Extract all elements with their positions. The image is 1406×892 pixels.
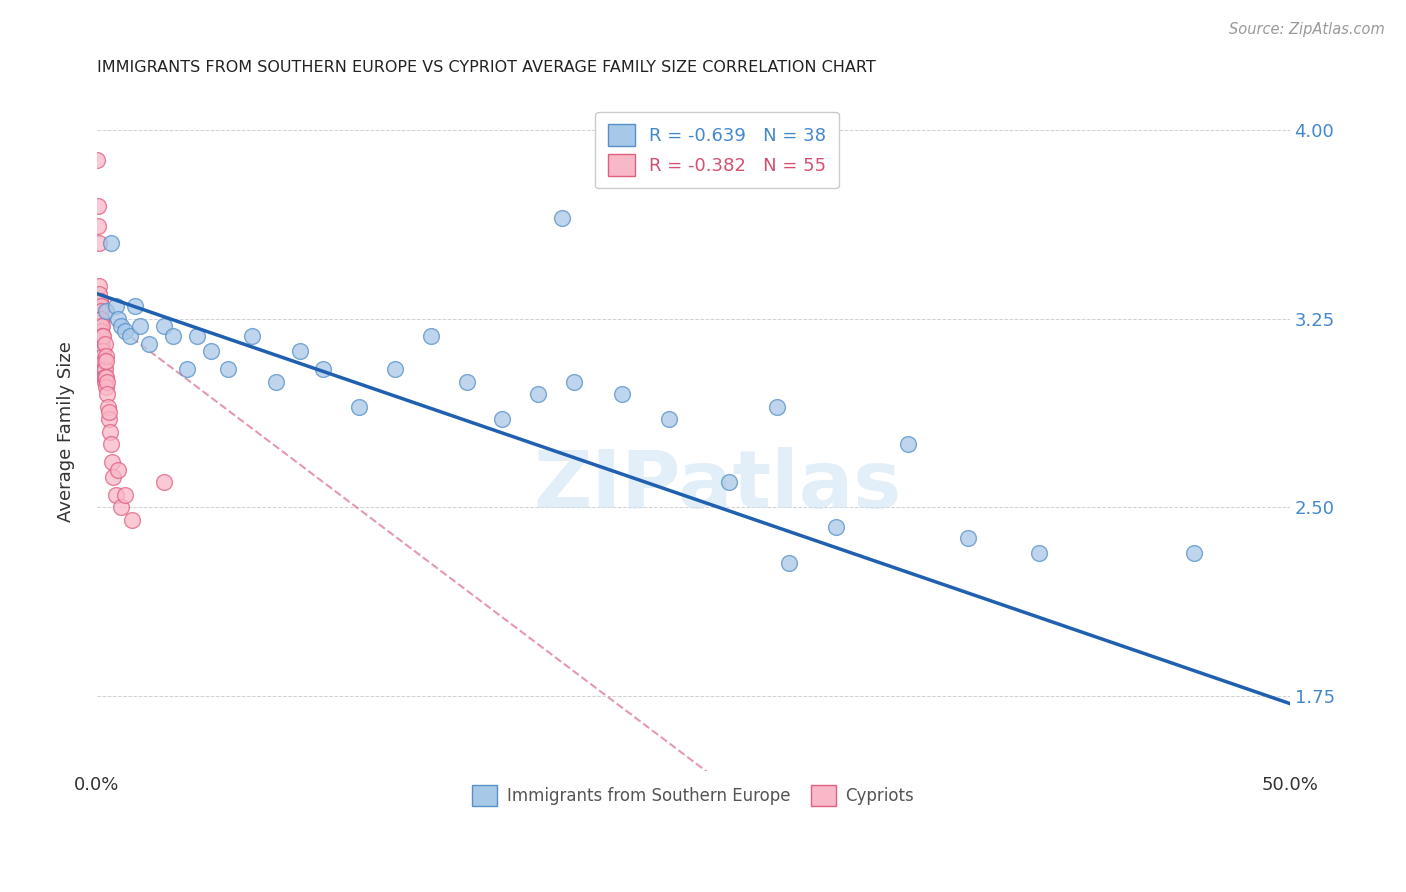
Point — [897, 437, 920, 451]
Point — [240, 329, 263, 343]
Point — [90, 304, 112, 318]
Point — [217, 362, 239, 376]
Point — [94, 369, 117, 384]
Point — [128, 319, 150, 334]
Point — [778, 556, 800, 570]
Point — [97, 412, 120, 426]
Point — [288, 344, 311, 359]
Point — [717, 475, 740, 490]
Point — [101, 455, 124, 469]
Point — [90, 329, 112, 343]
Point — [152, 319, 174, 334]
Point — [562, 375, 585, 389]
Point — [89, 311, 111, 326]
Text: Source: ZipAtlas.com: Source: ZipAtlas.com — [1229, 22, 1385, 37]
Point — [87, 304, 110, 318]
Point — [384, 362, 406, 376]
Point — [91, 329, 114, 343]
Legend: Immigrants from Southern Europe, Cypriots: Immigrants from Southern Europe, Cypriot… — [464, 777, 922, 814]
Point — [956, 531, 979, 545]
Point — [87, 286, 110, 301]
Point — [87, 198, 110, 212]
Point — [104, 488, 127, 502]
Point — [90, 319, 112, 334]
Point — [100, 437, 122, 451]
Point — [152, 475, 174, 490]
Point — [103, 470, 125, 484]
Point — [91, 350, 114, 364]
Point — [121, 513, 143, 527]
Point — [94, 375, 117, 389]
Point — [89, 304, 111, 318]
Point — [98, 405, 121, 419]
Point — [491, 412, 513, 426]
Point — [138, 337, 160, 351]
Point — [93, 362, 115, 376]
Point — [89, 311, 111, 326]
Point — [96, 369, 118, 384]
Point — [1028, 546, 1050, 560]
Point — [176, 362, 198, 376]
Point — [658, 412, 681, 426]
Point — [527, 387, 550, 401]
Point — [264, 375, 287, 389]
Point — [90, 311, 112, 326]
Point — [91, 344, 114, 359]
Point — [93, 354, 115, 368]
Point — [87, 236, 110, 251]
Point — [91, 329, 114, 343]
Point — [93, 350, 115, 364]
Point — [98, 425, 121, 439]
Point — [107, 462, 129, 476]
Point — [100, 236, 122, 251]
Point — [419, 329, 441, 343]
Text: IMMIGRANTS FROM SOUTHERN EUROPE VS CYPRIOT AVERAGE FAMILY SIZE CORRELATION CHART: IMMIGRANTS FROM SOUTHERN EUROPE VS CYPRI… — [97, 60, 876, 75]
Point — [94, 350, 117, 364]
Point — [104, 299, 127, 313]
Point — [86, 153, 108, 168]
Point — [90, 324, 112, 338]
Point — [91, 337, 114, 351]
Point — [765, 400, 787, 414]
Point — [124, 299, 146, 313]
Point — [91, 344, 114, 359]
Point — [456, 375, 478, 389]
Point — [96, 304, 118, 318]
Point — [96, 379, 118, 393]
Point — [110, 319, 132, 334]
Point — [87, 219, 110, 233]
Point — [93, 362, 115, 376]
Y-axis label: Average Family Size: Average Family Size — [58, 342, 75, 523]
Point — [200, 344, 222, 359]
Point — [97, 400, 120, 414]
Point — [94, 337, 117, 351]
Point — [87, 279, 110, 293]
Point — [1182, 546, 1205, 560]
Point — [89, 294, 111, 309]
Point — [96, 387, 118, 401]
Point — [89, 319, 111, 334]
Point — [114, 324, 136, 338]
Point — [347, 400, 370, 414]
Point — [551, 211, 574, 226]
Point — [94, 354, 117, 368]
Point — [110, 500, 132, 515]
Point — [91, 354, 114, 368]
Point — [610, 387, 633, 401]
Point — [89, 294, 111, 309]
Point — [186, 329, 208, 343]
Point — [96, 375, 118, 389]
Point — [90, 329, 112, 343]
Point — [107, 311, 129, 326]
Text: ZIPatlas: ZIPatlas — [533, 447, 901, 525]
Point — [162, 329, 184, 343]
Point — [312, 362, 335, 376]
Point — [89, 299, 111, 313]
Point — [90, 319, 112, 334]
Point — [120, 329, 142, 343]
Point — [114, 488, 136, 502]
Point — [825, 520, 848, 534]
Point — [93, 369, 115, 384]
